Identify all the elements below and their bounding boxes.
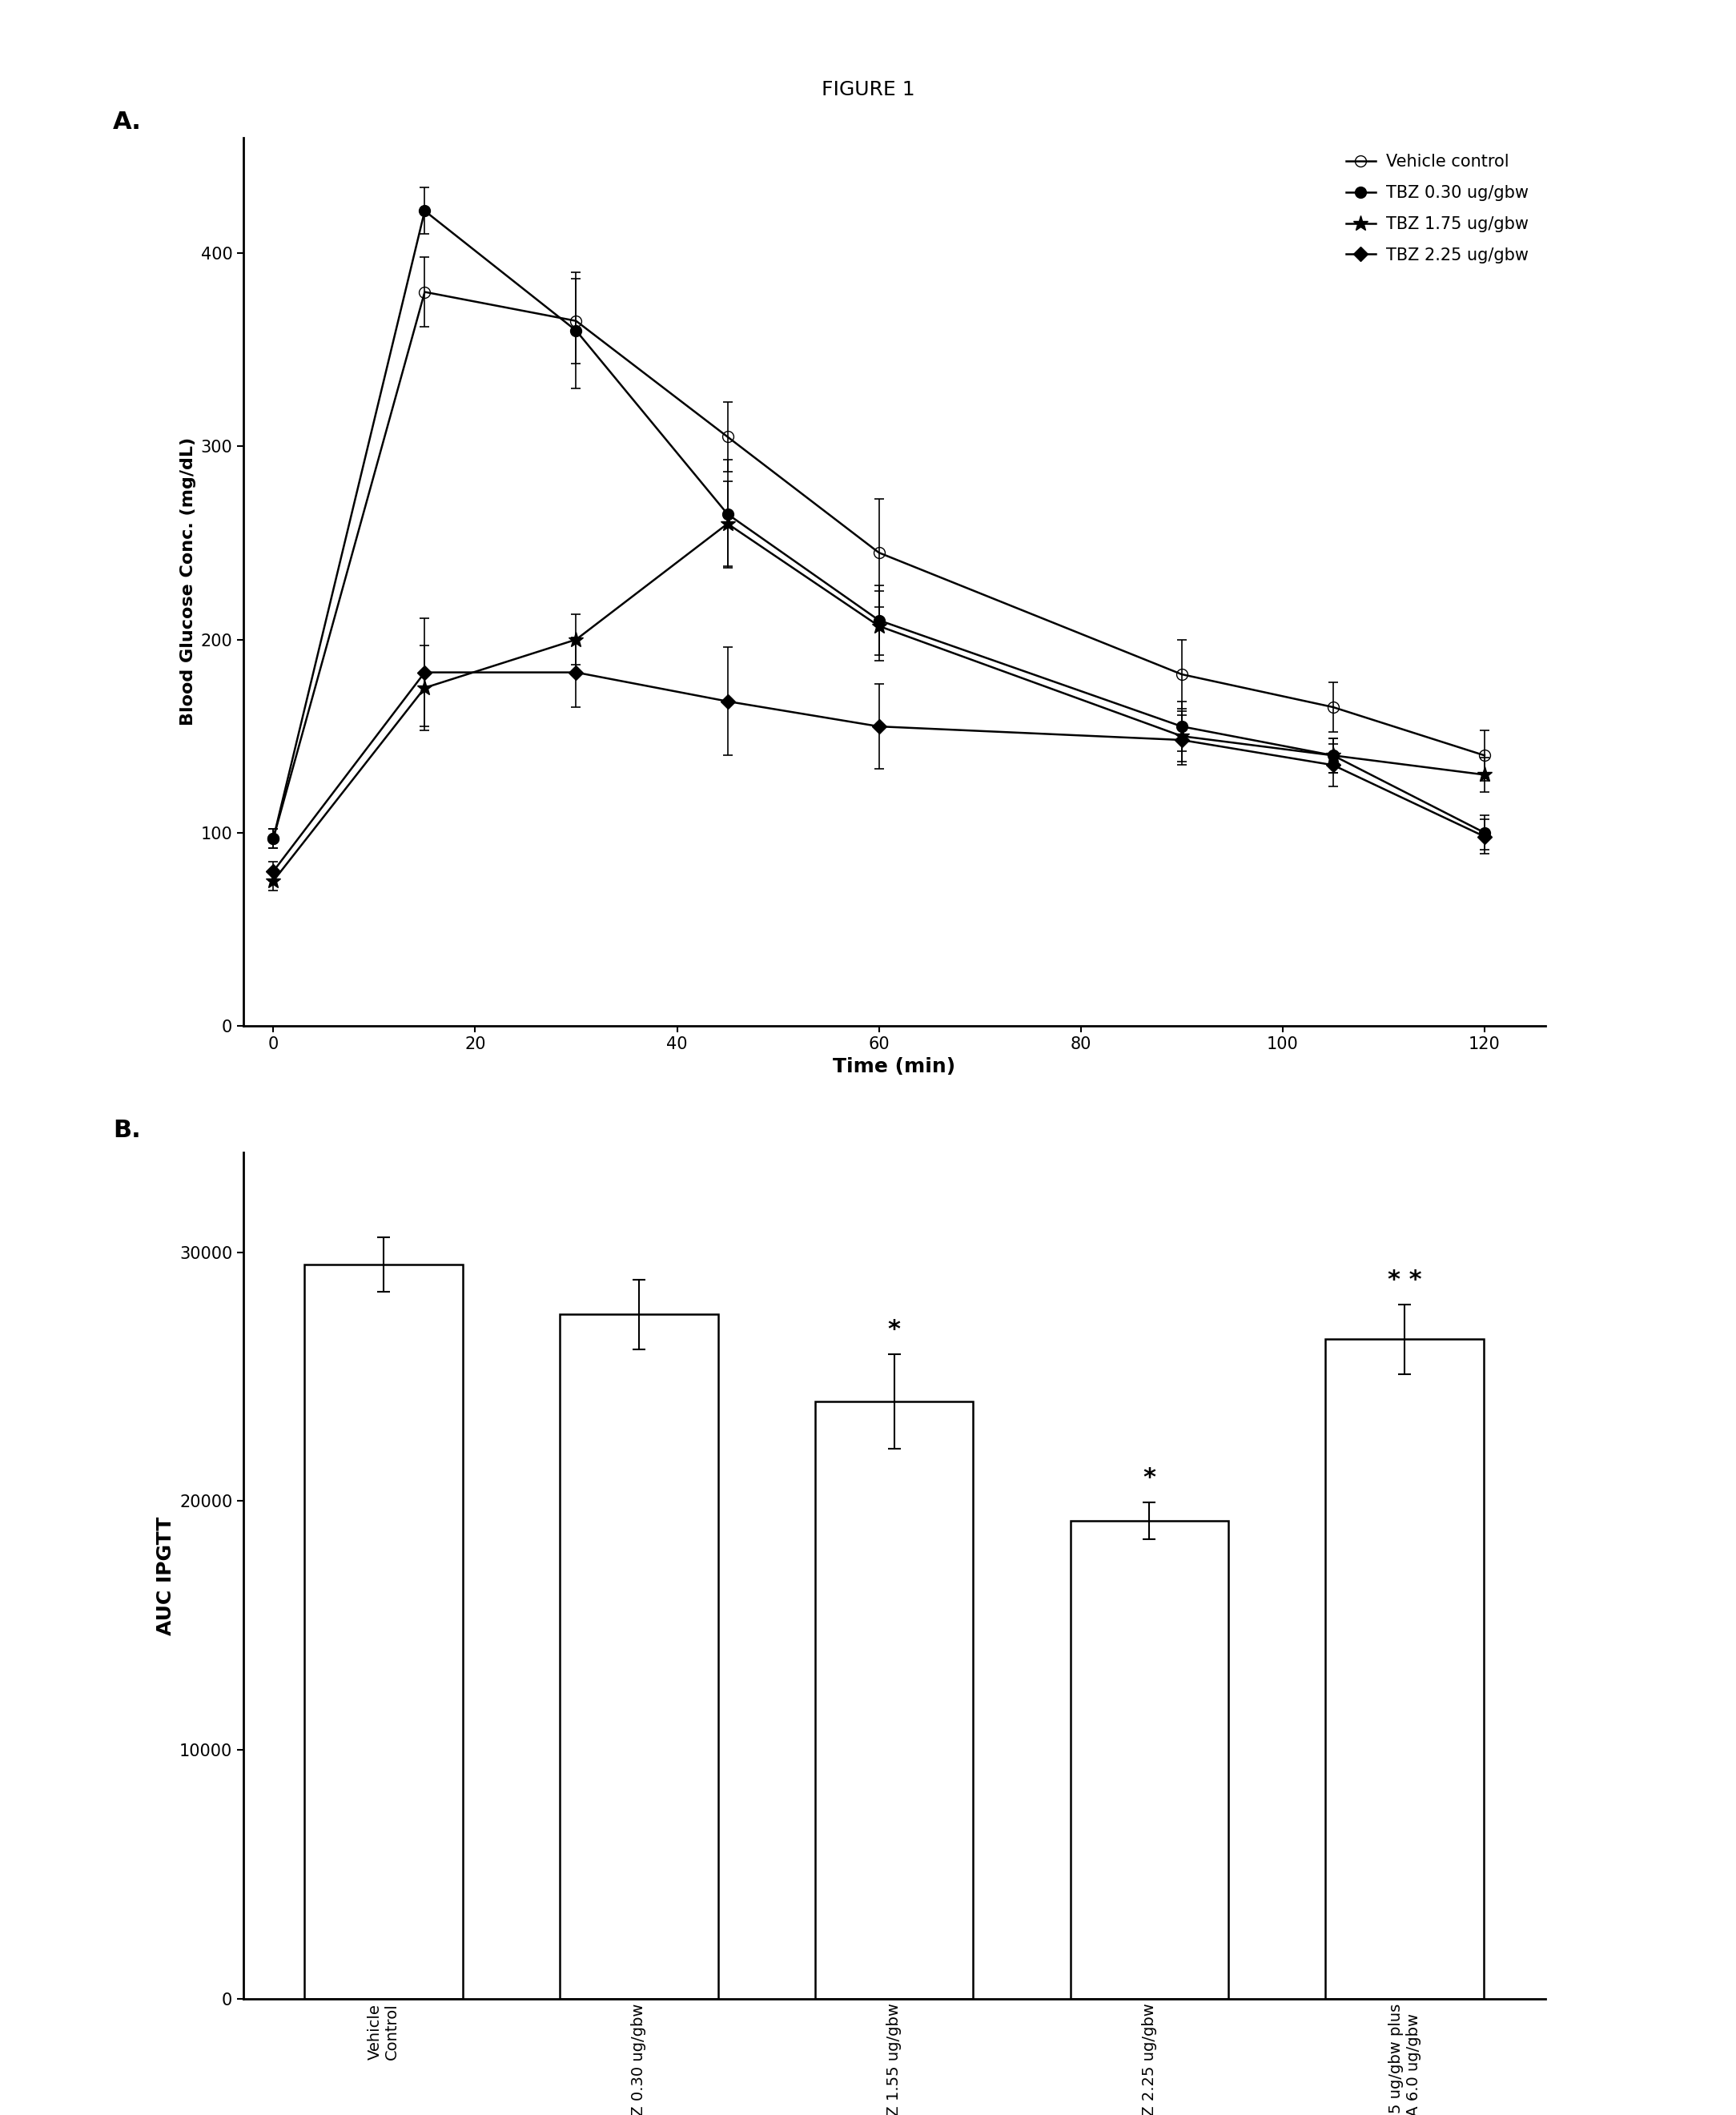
Text: *: * (887, 1318, 901, 1341)
Bar (1326, 1339, 1484, 1999)
Y-axis label: AUC IPGTT: AUC IPGTT (156, 1516, 175, 1635)
Bar (1069, 1521, 1229, 1999)
Text: A.: A. (113, 110, 142, 133)
Text: B.: B. (113, 1119, 141, 1142)
Legend: Vehicle control, TBZ 0.30 ug/gbw, TBZ 1.75 ug/gbw, TBZ 2.25 ug/gbw: Vehicle control, TBZ 0.30 ug/gbw, TBZ 1.… (1337, 146, 1536, 271)
X-axis label: Time (min): Time (min) (833, 1058, 955, 1077)
Text: *: * (1142, 1466, 1156, 1489)
Bar (304, 1265, 462, 1999)
Bar (814, 1402, 974, 1999)
Text: FIGURE 1: FIGURE 1 (821, 80, 915, 99)
Bar (559, 1313, 719, 1999)
Y-axis label: Blood Glucose Conc. (mg/dL): Blood Glucose Conc. (mg/dL) (181, 438, 196, 725)
Text: * *: * * (1387, 1269, 1422, 1292)
